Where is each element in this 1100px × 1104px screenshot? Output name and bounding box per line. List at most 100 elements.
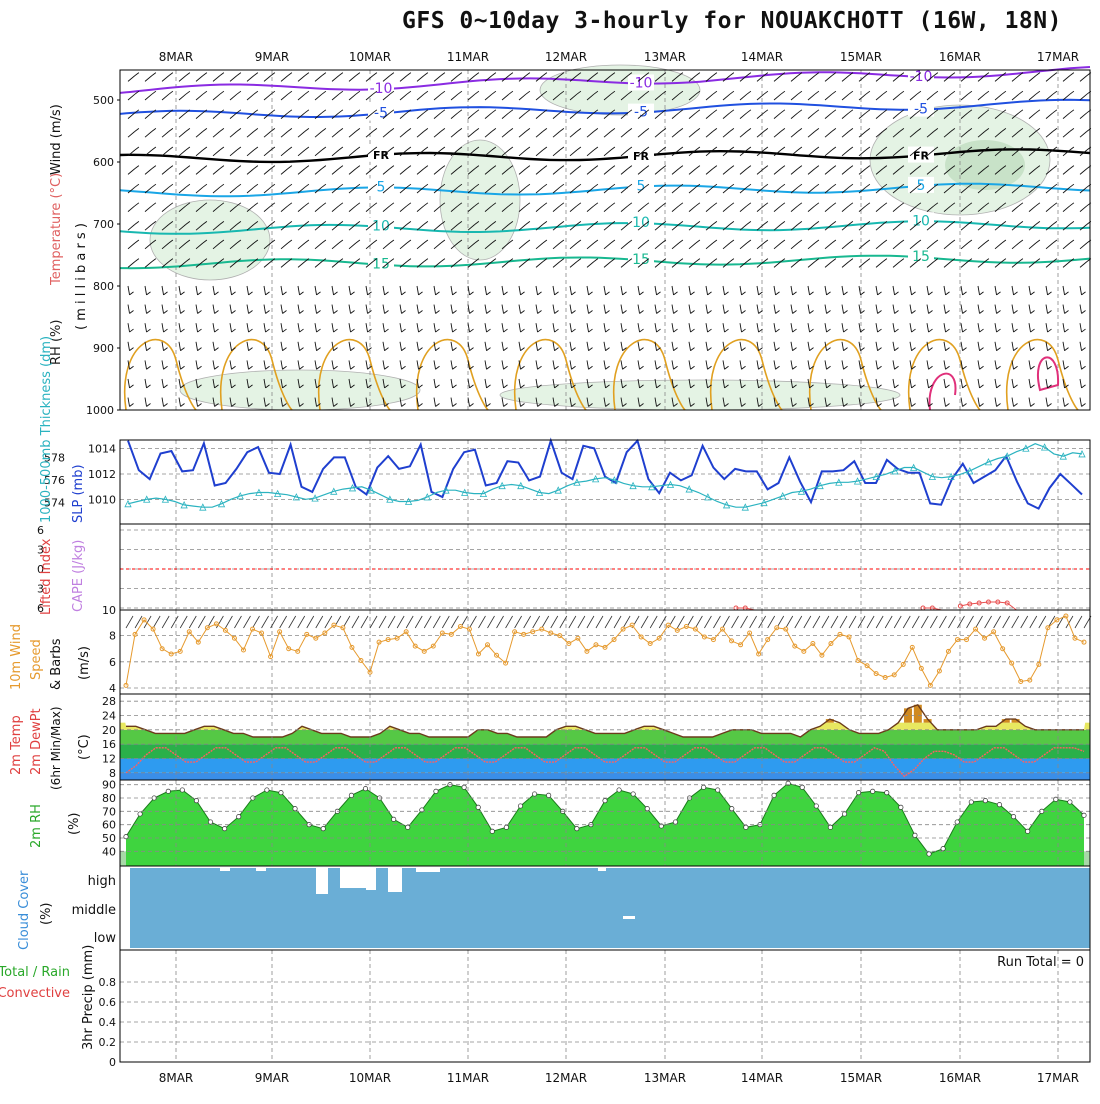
- wind-barb-flag: [690, 328, 695, 333]
- wind-barb-flag: [894, 310, 899, 314]
- wind-barb-flag: [457, 202, 463, 207]
- wind-barb: [365, 168, 374, 175]
- wind-barb: [773, 224, 782, 231]
- wind-barb-flag: [367, 328, 372, 333]
- wind-barb: [824, 131, 833, 138]
- wind-barb: [501, 205, 510, 212]
- wind-barb: [1062, 261, 1071, 268]
- wind-barb: [161, 360, 164, 370]
- wind-barb: [263, 93, 272, 101]
- wind-barb: [586, 112, 595, 119]
- wind-barb: [416, 186, 425, 194]
- wind-barb: [671, 112, 680, 119]
- wind-barb: [144, 186, 153, 194]
- temp-label-group3: (6hr Min/Max): [49, 707, 63, 791]
- wind-barb-flag: [758, 328, 763, 333]
- wind-barb: [127, 397, 130, 407]
- wind-barb: [432, 615, 441, 629]
- wind-barb: [195, 93, 204, 101]
- wind-barb: [1079, 304, 1082, 314]
- wind-barb-flag: [350, 384, 355, 389]
- wind-barb-flag: [814, 72, 820, 76]
- wind-barb: [1028, 224, 1037, 231]
- wind-barb-flag: [389, 128, 395, 132]
- wind-barb-flag: [1030, 365, 1035, 370]
- wind-barb-flag: [967, 109, 973, 114]
- wind-barb: [960, 341, 963, 351]
- wind-barb-flag: [372, 258, 378, 262]
- wind-barb: [637, 341, 640, 351]
- wind-barb-flag: [253, 221, 259, 225]
- wind-barb: [824, 261, 833, 268]
- wind-barb: [586, 341, 589, 351]
- wind-barb-flag: [996, 403, 1001, 407]
- wind-barb: [552, 93, 561, 101]
- wind-barb: [399, 285, 402, 295]
- wind-barb-flag: [151, 202, 157, 207]
- wind-barb: [604, 615, 613, 629]
- wind-barb: [416, 131, 425, 138]
- wind-barb-flag: [333, 347, 338, 352]
- rh-contour: [907, 339, 981, 411]
- wind-barb: [671, 149, 680, 157]
- wind-barb-flag: [542, 258, 548, 262]
- wind-barb: [977, 93, 986, 101]
- wind-barb: [841, 205, 850, 212]
- wind-barb-flag: [826, 384, 831, 389]
- wind-barb-flag: [916, 258, 922, 262]
- wind-barb-flag: [571, 384, 576, 389]
- wind-barb-flag: [418, 365, 423, 370]
- wind-barb-flag: [168, 90, 174, 95]
- wind-barb: [178, 304, 181, 314]
- wind-barb-flag: [661, 109, 667, 114]
- wind-barb-flag: [741, 328, 746, 333]
- wind-barb-flag: [457, 221, 463, 225]
- wind-barb: [467, 285, 470, 295]
- wind-barb-flag: [933, 183, 939, 188]
- wind-barb-flag: [950, 90, 956, 95]
- cloud-block: [256, 868, 266, 871]
- wind-barb: [1011, 93, 1020, 101]
- wind-barb: [858, 149, 867, 157]
- wind-barb-flag: [843, 328, 848, 333]
- wind-barb: [841, 378, 844, 388]
- wind-barb: [399, 261, 408, 268]
- wind-barb: [930, 615, 938, 629]
- rh-tick-label: 90: [102, 779, 116, 792]
- wind-barb: [705, 285, 708, 295]
- wind-barb-flag: [1035, 146, 1041, 151]
- wind-barb-flag: [780, 72, 786, 76]
- wind-barb-flag: [656, 328, 661, 333]
- wind-barb: [1045, 378, 1048, 388]
- wind-barb-flag: [559, 90, 565, 95]
- wind-barb-flag: [231, 291, 236, 296]
- rh-point: [898, 804, 904, 810]
- wind-barb-flag: [401, 365, 406, 370]
- wind-barb-flag: [253, 146, 259, 151]
- wind-barb-flag: [372, 109, 378, 114]
- wind-barb-flag: [321, 239, 327, 244]
- wind-barb-flag: [826, 347, 831, 352]
- wind-barb: [314, 360, 317, 370]
- wind-barb-flag: [525, 128, 531, 132]
- wind-barb-flag: [474, 239, 480, 244]
- wind-barb-flag: [593, 258, 599, 262]
- wind-tick-label: 8: [109, 630, 116, 643]
- wind-barb: [739, 93, 748, 101]
- wind-barb: [637, 149, 646, 157]
- wind-barb: [875, 224, 884, 231]
- wind-barb: [144, 112, 153, 119]
- wind-barb-flag: [180, 291, 185, 296]
- wind-barb: [671, 205, 680, 212]
- wind-barb: [977, 304, 980, 314]
- wind-barb-flag: [503, 347, 508, 352]
- wind-barb: [535, 304, 538, 314]
- wind-barb-flag: [729, 90, 735, 95]
- wind-barb-flag: [678, 221, 684, 225]
- wind-barb-flag: [146, 328, 151, 333]
- wind-barb: [620, 112, 629, 119]
- wind-barb-flag: [593, 239, 599, 244]
- wind-barb-flag: [882, 165, 888, 169]
- wind-barb-flag: [644, 128, 650, 132]
- wind-barb: [378, 615, 387, 629]
